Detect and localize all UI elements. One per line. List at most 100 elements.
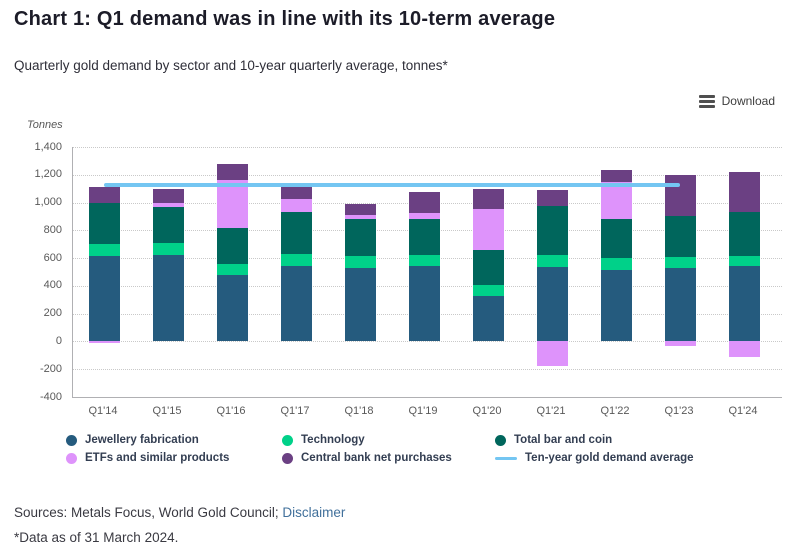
y-tick-label: -400 (39, 390, 62, 403)
average-line[interactable] (104, 183, 680, 188)
bar-segment[interactable] (472, 296, 504, 342)
bar-segment[interactable] (88, 202, 120, 245)
download-button[interactable]: Download (698, 94, 775, 108)
bar-segment[interactable] (536, 341, 568, 367)
x-tick-label: Q1'23 (664, 405, 694, 417)
bar-segment[interactable] (408, 192, 440, 213)
legend-dot-swatch (282, 452, 293, 464)
y-tick-label: 800 (43, 223, 62, 236)
bar-segment[interactable] (344, 218, 376, 257)
bar-segment[interactable] (408, 218, 440, 255)
y-tick-label: 1,200 (34, 168, 62, 181)
bar-segment[interactable] (728, 266, 760, 342)
bar-segment[interactable] (664, 256, 696, 268)
bar-segment[interactable] (152, 255, 184, 342)
bar-segment[interactable] (536, 255, 568, 268)
bar-segment[interactable] (664, 215, 696, 257)
legend-item-ten-year-gold-demand-average[interactable]: Ten-year gold demand average (495, 451, 776, 465)
legend-item-label: ETFs and similar products (85, 452, 230, 464)
page-title: Chart 1: Q1 demand was in line with its … (14, 8, 556, 30)
bar-segment[interactable] (280, 184, 312, 200)
bar-segment[interactable] (472, 285, 504, 297)
bar-segment[interactable] (600, 169, 632, 182)
y-gridline (73, 147, 782, 148)
bar-segment[interactable] (728, 172, 760, 213)
y-axis-unit-label: Tonnes (27, 119, 63, 131)
chart-legend: Jewellery fabrication ETFs and similar pr… (66, 433, 776, 465)
bar-segment[interactable] (216, 264, 248, 275)
bar-segment[interactable] (664, 174, 696, 216)
x-tick-label: Q1'19 (408, 405, 438, 417)
bar-segment[interactable] (536, 190, 568, 207)
bar-segment[interactable] (280, 253, 312, 266)
legend-item-label: Jewellery fabrication (85, 434, 199, 446)
x-tick-label: Q1'20 (472, 405, 502, 417)
bar-segment[interactable] (216, 163, 248, 180)
legend-item-etfs-and-similar-products[interactable]: ETFs and similar products (66, 451, 282, 465)
bar-segment[interactable] (344, 203, 376, 216)
bar-segment[interactable] (664, 267, 696, 342)
bar-segment[interactable] (280, 211, 312, 254)
bar-segment[interactable] (600, 258, 632, 270)
bar-segment[interactable] (536, 267, 568, 342)
x-tick-label: Q1'15 (152, 405, 182, 417)
plot-area (72, 147, 782, 398)
legend-line-swatch (495, 456, 517, 460)
bar-segment[interactable] (408, 254, 440, 267)
bar-segment[interactable] (728, 341, 760, 358)
y-gridline (73, 341, 782, 343)
bar-segment[interactable] (728, 212, 760, 257)
bar-segment[interactable] (408, 266, 440, 342)
bar-segment[interactable] (88, 186, 120, 203)
disclaimer-link[interactable]: Disclaimer (282, 505, 346, 520)
x-tick-label: Q1'21 (536, 405, 566, 417)
x-tick-label: Q1'17 (280, 405, 310, 417)
bar-segment[interactable] (280, 265, 312, 342)
bar-segment[interactable] (344, 267, 376, 342)
y-gridline (73, 369, 782, 371)
download-label: Download (721, 94, 775, 108)
x-tick-label: Q1'14 (88, 405, 118, 417)
y-tick-label: 0 (55, 334, 62, 347)
y-gridline (73, 174, 782, 176)
legend-item-jewellery-fabrication[interactable]: Jewellery fabrication (66, 433, 282, 447)
bar-segment[interactable] (472, 208, 504, 250)
x-tick-label: Q1'24 (728, 405, 758, 417)
bar-segment[interactable] (664, 341, 696, 346)
bar-segment[interactable] (472, 249, 504, 286)
bar-segment[interactable] (728, 256, 760, 267)
legend-item-central-bank-net-purchases[interactable]: Central bank net purchases (282, 451, 495, 465)
data-note: *Data as of 31 March 2024. (14, 530, 179, 545)
bar-segment[interactable] (152, 207, 184, 243)
bar-segment[interactable] (216, 179, 248, 229)
bar-segment[interactable] (600, 181, 632, 219)
legend-item-technology[interactable]: Technology (282, 433, 495, 447)
bar-segment[interactable] (408, 212, 440, 219)
bar-segment[interactable] (344, 256, 376, 268)
x-tick-label: Q1'18 (344, 405, 374, 417)
sources-text: Sources: Metals Focus, World Gold Counci… (14, 505, 345, 520)
bar-segment[interactable] (280, 199, 312, 212)
y-tick-label: 600 (43, 251, 62, 264)
bar-segment[interactable] (88, 256, 120, 342)
bar-segment[interactable] (152, 203, 184, 208)
bar-segment[interactable] (472, 189, 504, 209)
bar-segment[interactable] (216, 274, 248, 342)
x-tick-label: Q1'22 (600, 405, 630, 417)
bar-segment[interactable] (88, 244, 120, 257)
bar-segment[interactable] (152, 242, 184, 256)
bar-segment[interactable] (216, 228, 248, 265)
legend-item-total-bar-and-coin[interactable]: Total bar and coin (495, 433, 776, 447)
bar-segment[interactable] (88, 341, 120, 343)
hamburger-menu-icon (698, 94, 715, 108)
legend-dot-swatch (66, 452, 77, 464)
legend-item-label: Ten-year gold demand average (525, 452, 694, 464)
bar-segment[interactable] (600, 218, 632, 259)
bar-segment[interactable] (536, 206, 568, 256)
bar-segment[interactable] (152, 188, 184, 204)
y-tick-label: 1,400 (34, 140, 62, 153)
legend-item-label: Technology (301, 434, 365, 446)
bar-segment[interactable] (344, 215, 376, 219)
bar-segment[interactable] (600, 269, 632, 342)
